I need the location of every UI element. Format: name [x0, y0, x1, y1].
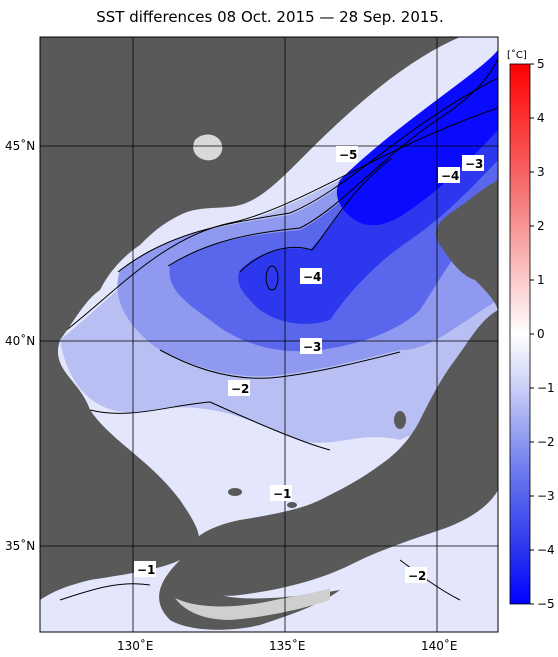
lon-label-140: 140˚E [421, 638, 458, 653]
contour-label-minus2: −2 [231, 382, 249, 396]
land-island-ulleung [228, 488, 242, 496]
land-shading-light [175, 588, 330, 620]
colorbar-tick-label: −3 [537, 489, 555, 503]
lake-khanka [193, 134, 223, 161]
colorbar: [˚C] 5 4 3 2 1 0 −1 −2 −3 −4 −5 [507, 49, 555, 611]
colorbar-tick-label: 0 [537, 327, 545, 341]
colorbar-tick-label: 1 [537, 273, 545, 287]
land-island-sado [394, 411, 406, 429]
lat-label-35: 35˚N [5, 538, 35, 553]
map-frame [39, 36, 499, 633]
land-island-oki [287, 502, 297, 508]
sst-band-minus5 [336, 50, 498, 226]
contour-label-minus4-ne: −4 [441, 169, 459, 183]
colorbar-tick-label: 3 [537, 165, 545, 179]
contour-lines [59, 57, 498, 601]
contour-label-group: −5 −3 −4 −4 −3 −2 −1 −1 −2 [134, 146, 484, 583]
contour-label-minus3-ne: −3 [465, 157, 483, 171]
colorbar-tick-label: −5 [537, 597, 555, 611]
colorbar-scale [509, 63, 531, 605]
contour-label-minus3: −3 [303, 340, 321, 354]
land-asia-korea [40, 37, 460, 600]
graticule [40, 37, 498, 632]
contour-label-minus5: −5 [339, 148, 357, 162]
lon-label-135: 135˚E [269, 638, 306, 653]
contour-label-minus1-sw: −1 [137, 563, 155, 577]
colorbar-tick-label: 4 [537, 111, 545, 125]
contour-label-minus2-se: −2 [408, 569, 426, 583]
colorbar-tick-label: 2 [537, 219, 545, 233]
contour-label-minus1: −1 [273, 487, 291, 501]
lat-label-45: 45˚N [5, 138, 35, 153]
lat-label-40: 40˚N [5, 333, 35, 348]
colorbar-tick-label: −1 [537, 381, 555, 395]
land-hokkaido [435, 180, 498, 310]
colorbar-tick-label: −2 [537, 435, 555, 449]
colorbar-tick-label: 5 [537, 57, 545, 71]
land-honshu [178, 310, 498, 596]
colorbar-unit: [˚C] [507, 49, 527, 61]
map-title: SST differences 08 Oct. 2015 — 28 Sep. 2… [96, 8, 444, 26]
lon-label-130: 130˚E [117, 638, 154, 653]
colorbar-tick-label: −4 [537, 543, 555, 557]
contour-label-minus4: −4 [303, 270, 321, 284]
